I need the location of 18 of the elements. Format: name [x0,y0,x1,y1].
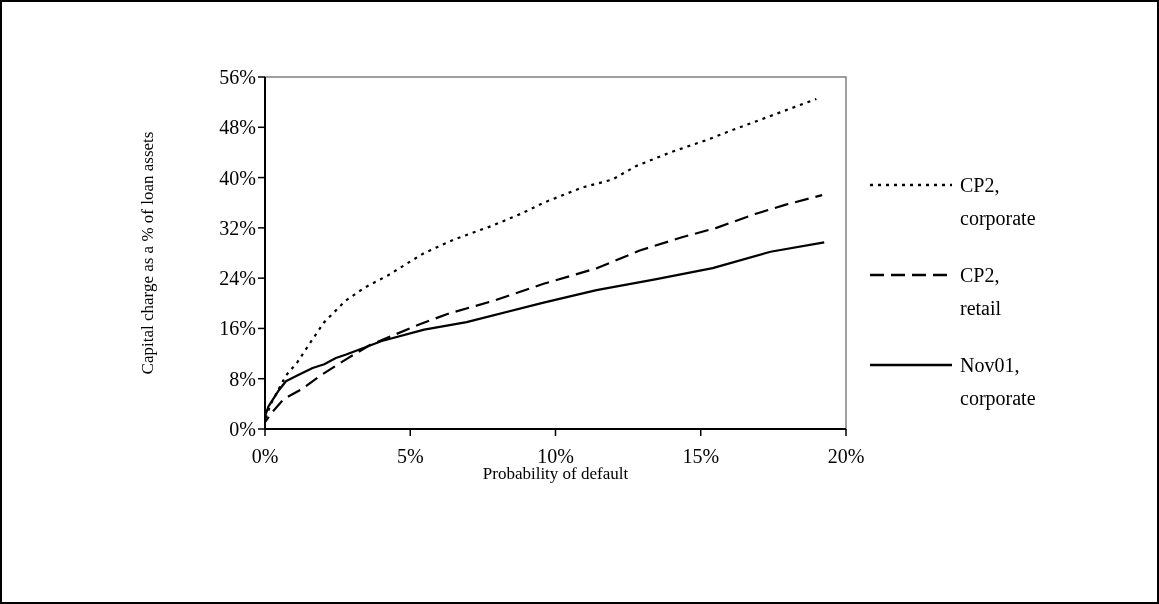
x-tick-label: 0% [251,445,279,467]
y-tick-label: 16% [219,317,256,340]
x-axis-title: Probability of default [482,464,629,483]
legend-label: Nov01, corporate [960,354,1036,410]
y-tick-label: 24% [219,267,256,290]
y-axis-title: Capital charge as a % of loan assets [138,131,157,375]
y-tick-label: 48% [219,116,256,139]
legend-label: CP2, retail [960,264,1002,319]
y-tick-label: 8% [229,367,256,390]
y-tick-label: 40% [219,166,256,189]
x-tick-label: 5% [396,445,424,467]
legend-label: CP2, corporate [960,174,1036,230]
y-tick-label: 0% [229,418,256,440]
x-tick-label: 15% [682,445,720,467]
y-tick-label: 56% [219,66,256,88]
y-tick-label: 32% [219,216,256,239]
x-tick-label: 20% [827,445,865,467]
x-tick-label: 10% [537,445,574,467]
